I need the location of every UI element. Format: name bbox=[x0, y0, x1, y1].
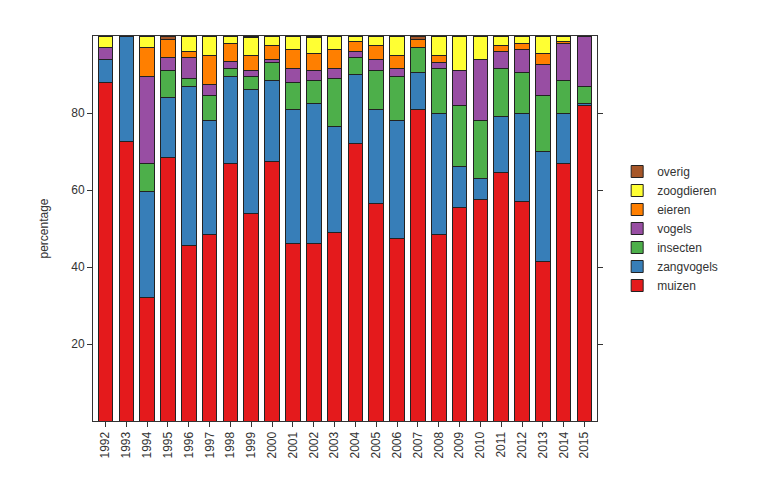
svg-text:2006: 2006 bbox=[390, 431, 404, 458]
svg-text:2012: 2012 bbox=[515, 431, 529, 458]
svg-text:zangvogels: zangvogels bbox=[657, 260, 718, 274]
svg-text:1997: 1997 bbox=[203, 431, 217, 458]
svg-text:1994: 1994 bbox=[140, 431, 154, 458]
svg-text:1999: 1999 bbox=[244, 431, 258, 458]
svg-text:2000: 2000 bbox=[265, 431, 279, 458]
svg-text:2011: 2011 bbox=[494, 431, 508, 457]
svg-text:20: 20 bbox=[71, 337, 85, 351]
svg-text:2005: 2005 bbox=[369, 431, 383, 458]
svg-text:2001: 2001 bbox=[286, 431, 300, 458]
svg-text:2004: 2004 bbox=[348, 431, 362, 458]
svg-text:80: 80 bbox=[71, 106, 85, 120]
svg-text:2007: 2007 bbox=[411, 431, 425, 458]
svg-text:muizen: muizen bbox=[657, 279, 696, 293]
svg-text:2014: 2014 bbox=[557, 431, 571, 458]
svg-text:eieren: eieren bbox=[657, 203, 690, 217]
svg-text:overig: overig bbox=[657, 165, 690, 179]
svg-text:percentage: percentage bbox=[37, 198, 51, 258]
svg-text:vogels: vogels bbox=[657, 222, 692, 236]
svg-text:2010: 2010 bbox=[473, 431, 487, 458]
svg-text:40: 40 bbox=[71, 260, 85, 274]
svg-text:1992: 1992 bbox=[98, 431, 112, 458]
svg-text:60: 60 bbox=[71, 183, 85, 197]
svg-text:1996: 1996 bbox=[182, 431, 196, 458]
svg-text:insecten: insecten bbox=[657, 241, 702, 255]
svg-text:1993: 1993 bbox=[119, 431, 133, 458]
svg-text:2003: 2003 bbox=[327, 431, 341, 458]
svg-text:2015: 2015 bbox=[577, 431, 591, 458]
svg-text:2009: 2009 bbox=[452, 431, 466, 458]
svg-text:1998: 1998 bbox=[223, 431, 237, 458]
svg-text:1995: 1995 bbox=[161, 431, 175, 458]
svg-text:2008: 2008 bbox=[432, 431, 446, 458]
svg-text:2002: 2002 bbox=[307, 431, 321, 458]
svg-text:2013: 2013 bbox=[536, 431, 550, 458]
svg-text:zoogdieren: zoogdieren bbox=[657, 184, 716, 198]
